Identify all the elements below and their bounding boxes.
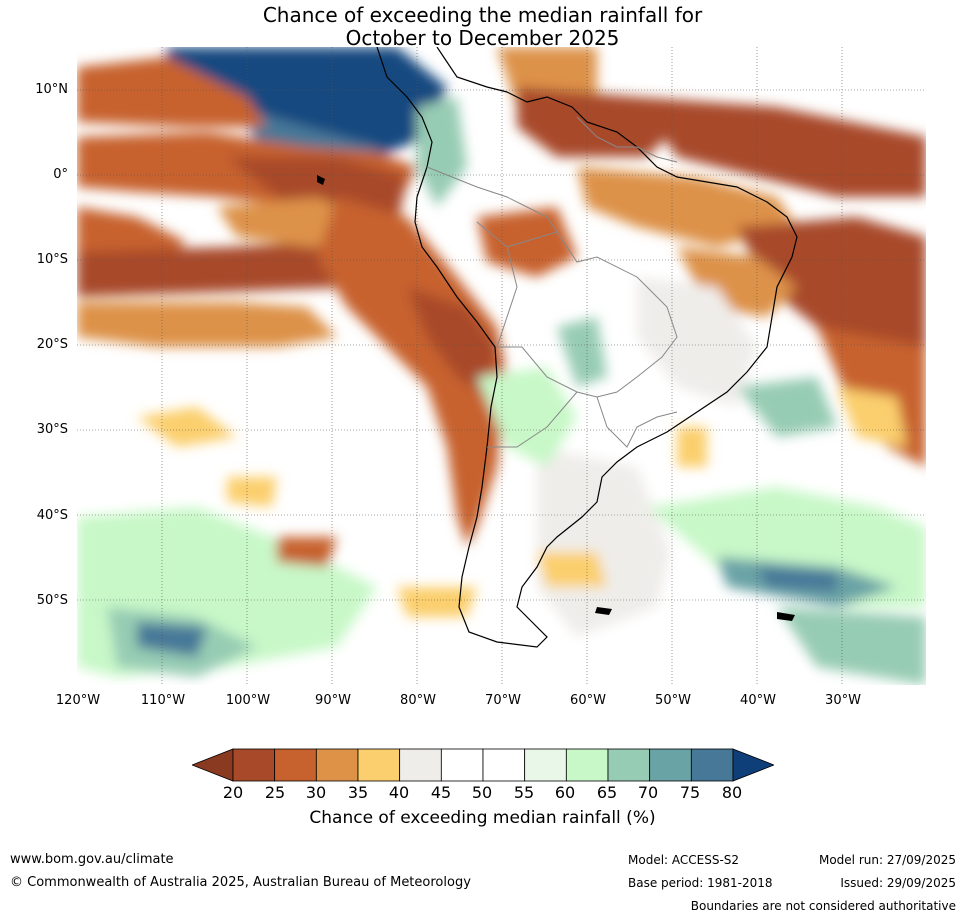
base-period-text: Base period: 1981-2018: [628, 876, 773, 890]
model-run-text: Model run: 27/09/2025: [818, 853, 956, 867]
title-line-1: Chance of exceeding the median rainfall …: [262, 3, 703, 27]
colorbar: [192, 748, 774, 782]
lat-tick-40s: 40°S: [36, 508, 68, 523]
disclaimer-text: Boundaries are not considered authoritat…: [690, 899, 956, 913]
colorbar-cell: [399, 748, 442, 782]
colorbar-label: 20: [222, 783, 244, 802]
colorbar-label: 30: [305, 783, 327, 802]
lat-tick-10s: 10°S: [36, 252, 68, 267]
lon-tick-100w: 100°W: [225, 693, 271, 708]
colorbar-label: 80: [721, 783, 743, 802]
colorbar-cell: [274, 748, 317, 782]
lat-tick-20s: 20°S: [36, 337, 68, 352]
lon-tick-30w: 30°W: [825, 693, 861, 708]
lon-tick-60w: 60°W: [570, 693, 606, 708]
colorbar-cell: [357, 748, 401, 782]
colorbar-label: 65: [596, 783, 618, 802]
colorbar-label: 75: [679, 783, 701, 802]
model-text: Model: ACCESS-S2: [628, 853, 740, 867]
colorbar-cell: [482, 748, 526, 782]
lon-tick-120w: 120°W: [55, 693, 101, 708]
colorbar-label: 40: [388, 783, 410, 802]
lat-tick-0: 0°: [53, 167, 68, 182]
colorbar-under-arrow: [192, 748, 234, 782]
colorbar-cell: [690, 748, 734, 782]
colorbar-label: 60: [554, 783, 576, 802]
colorbar-label: 35: [347, 783, 369, 802]
colorbar-over-arrow: [732, 748, 774, 782]
lon-tick-90w: 90°W: [315, 693, 351, 708]
lon-tick-50w: 50°W: [655, 693, 691, 708]
issued-text: Issued: 29/09/2025: [840, 876, 956, 890]
lon-tick-40w: 40°W: [740, 693, 776, 708]
lon-tick-70w: 70°W: [485, 693, 521, 708]
map-title: Chance of exceeding the median rainfall …: [0, 4, 965, 50]
lat-tick-50s: 50°S: [36, 593, 68, 608]
colorbar-cell: [232, 748, 276, 782]
colorbar-label: 55: [513, 783, 535, 802]
title-line-2: October to December 2025: [345, 26, 620, 50]
lat-tick-10n: 10°N: [35, 82, 68, 97]
colorbar-label: 45: [430, 783, 452, 802]
copyright-text: © Commonwealth of Australia 2025, Austra…: [10, 875, 471, 890]
colorbar-cell: [440, 748, 484, 782]
colorbar-title: Chance of exceeding median rainfall (%): [309, 808, 656, 828]
colorbar-label: 25: [264, 783, 286, 802]
colorbar-label: 70: [637, 783, 659, 802]
lat-tick-30s: 30°S: [36, 422, 68, 437]
colorbar-cell: [524, 748, 567, 782]
lon-tick-110w: 110°W: [140, 693, 186, 708]
rainfall-map: [77, 47, 926, 685]
colorbar-label: 50: [471, 783, 493, 802]
colorbar-cell: [315, 748, 359, 782]
website-link[interactable]: www.bom.gov.au/climate: [10, 852, 174, 867]
lon-tick-80w: 80°W: [400, 693, 436, 708]
colorbar-cell: [649, 748, 692, 782]
colorbar-cell: [565, 748, 609, 782]
colorbar-cell: [607, 748, 651, 782]
